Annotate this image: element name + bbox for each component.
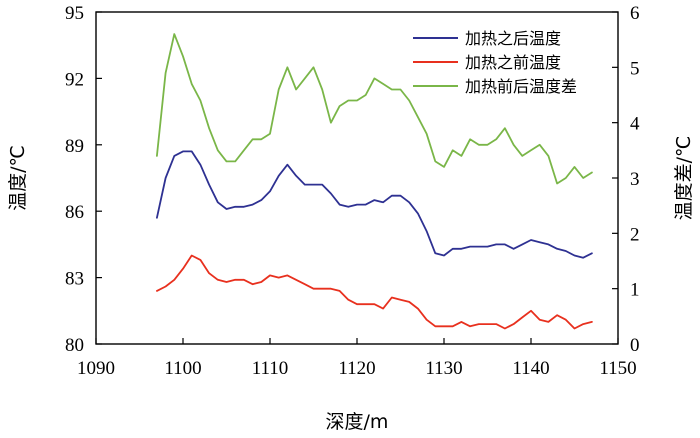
series-lines — [155, 33, 593, 330]
x-tick-label: 1120 — [338, 358, 375, 379]
legend-label: 加热前后温度差 — [465, 77, 577, 96]
left-y-tick-label: 80 — [65, 335, 84, 356]
x-axis-title: 深度/m — [326, 411, 389, 433]
right-y-tick-label: 5 — [630, 58, 640, 79]
right-y-axis-title: 温度差/℃ — [673, 136, 695, 221]
x-tick-label: 1110 — [252, 358, 289, 379]
right-y-tick-label: 0 — [630, 335, 640, 356]
x-tick-label: 1100 — [164, 358, 201, 379]
right-y-tick-label: 6 — [630, 3, 640, 24]
x-tick-label: 1150 — [599, 358, 636, 379]
right-y-axis: 0 1 2 3 4 5 6 — [612, 3, 640, 356]
x-axis: 1090 1100 1110 1120 1130 1140 1150 — [77, 338, 637, 379]
x-tick-label: 1090 — [77, 358, 115, 379]
right-y-tick-label: 2 — [630, 224, 640, 245]
left-y-tick-label: 92 — [65, 69, 84, 90]
series-line — [155, 254, 593, 330]
left-y-tick-label: 89 — [65, 136, 84, 157]
left-y-tick-label: 86 — [65, 202, 84, 223]
legend-label: 加热之前温度 — [465, 53, 561, 72]
right-y-tick-label: 4 — [630, 114, 640, 135]
left-y-tick-label: 95 — [65, 3, 84, 24]
right-y-tick-label: 3 — [630, 169, 640, 190]
x-tick-label: 1140 — [512, 358, 549, 379]
left-y-axis-title: 温度/℃ — [7, 145, 29, 211]
right-y-tick-label: 1 — [630, 280, 640, 301]
left-y-tick-label: 83 — [65, 269, 84, 290]
series-line — [155, 33, 593, 185]
legend-label: 加热之后温度 — [465, 29, 561, 48]
series-line — [155, 150, 593, 259]
x-tick-label: 1130 — [425, 358, 462, 379]
left-y-axis: 80 83 86 89 92 95 — [65, 3, 102, 356]
